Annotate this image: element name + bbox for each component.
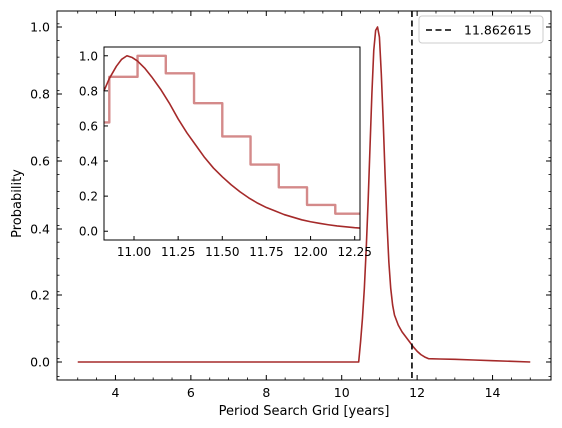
x-tick-label: 4 bbox=[111, 385, 119, 400]
probability-curve bbox=[77, 26, 531, 363]
y-tick-label: 0.0 bbox=[30, 355, 50, 370]
main-ticks: 4 6 8 10 12 14 0.0 0.2 0.4 0.6 0.8 1.0 bbox=[30, 11, 551, 400]
inset-y-tick-label: 0.6 bbox=[79, 119, 98, 133]
main-axes: 4 6 8 10 12 14 0.0 0.2 0.4 0.6 0.8 1.0 Period Searc… bbox=[10, 10, 552, 419]
x-tick-label: 12 bbox=[409, 385, 425, 400]
y-tick-label: 0.2 bbox=[30, 288, 50, 303]
inset-x-tick-label: 11.75 bbox=[249, 245, 283, 259]
inset-series-layer bbox=[103, 54, 361, 229]
inset-ticks: 11.00 11.25 11.50 11.75 12.00 12.25 0.0 0.2 0.4 0… bbox=[79, 49, 372, 259]
inset-zoom-curve bbox=[103, 54, 361, 229]
inset-y-tick-label: 0.0 bbox=[79, 225, 98, 239]
inset-background bbox=[104, 47, 360, 240]
y-tick-label: 0.8 bbox=[30, 87, 50, 102]
x-tick-label: 10 bbox=[334, 385, 350, 400]
inset-x-tick-label: 12.25 bbox=[338, 245, 372, 259]
y-tick-label: 0.6 bbox=[30, 154, 50, 169]
main-series-layer bbox=[77, 26, 531, 363]
x-tick-label: 6 bbox=[187, 385, 195, 400]
inset-y-tick-label: 1.0 bbox=[79, 49, 98, 63]
legend-box bbox=[418, 15, 544, 44]
inset-y-tick-label: 0.4 bbox=[79, 155, 98, 169]
inset-x-tick-label: 11.25 bbox=[161, 245, 195, 259]
y-tick-label: 0.4 bbox=[30, 222, 50, 237]
inset-frame bbox=[103, 46, 361, 241]
inset-x-tick-label: 11.00 bbox=[117, 245, 151, 259]
x-tick-label: 8 bbox=[262, 385, 270, 400]
main-axes-frame bbox=[56, 10, 552, 381]
inset-axes: 11.00 11.25 11.50 11.75 12.00 12.25 0.0 0.2 0.4 0… bbox=[79, 46, 372, 259]
inset-x-tick-label: 11.50 bbox=[205, 245, 239, 259]
inset-step-histogram bbox=[104, 54, 360, 215]
y-tick-label: 1.0 bbox=[30, 20, 50, 35]
y-axis-label: Probability bbox=[10, 169, 25, 238]
legend: 11.862615 bbox=[418, 15, 544, 44]
x-axis-label: Period Search Grid [years] bbox=[219, 404, 390, 419]
legend-label: 11.862615 bbox=[464, 23, 532, 38]
inset-x-tick-label: 12.00 bbox=[293, 245, 327, 259]
inset-y-tick-label: 0.2 bbox=[79, 190, 98, 204]
inset-y-tick-label: 0.8 bbox=[79, 84, 98, 98]
x-tick-label: 14 bbox=[485, 385, 501, 400]
